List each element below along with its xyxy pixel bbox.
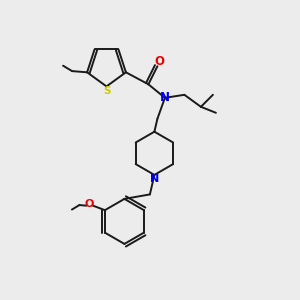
Text: O: O bbox=[154, 55, 164, 68]
Text: N: N bbox=[150, 174, 159, 184]
Text: O: O bbox=[85, 199, 94, 209]
Text: S: S bbox=[103, 86, 110, 96]
Text: N: N bbox=[160, 91, 170, 104]
